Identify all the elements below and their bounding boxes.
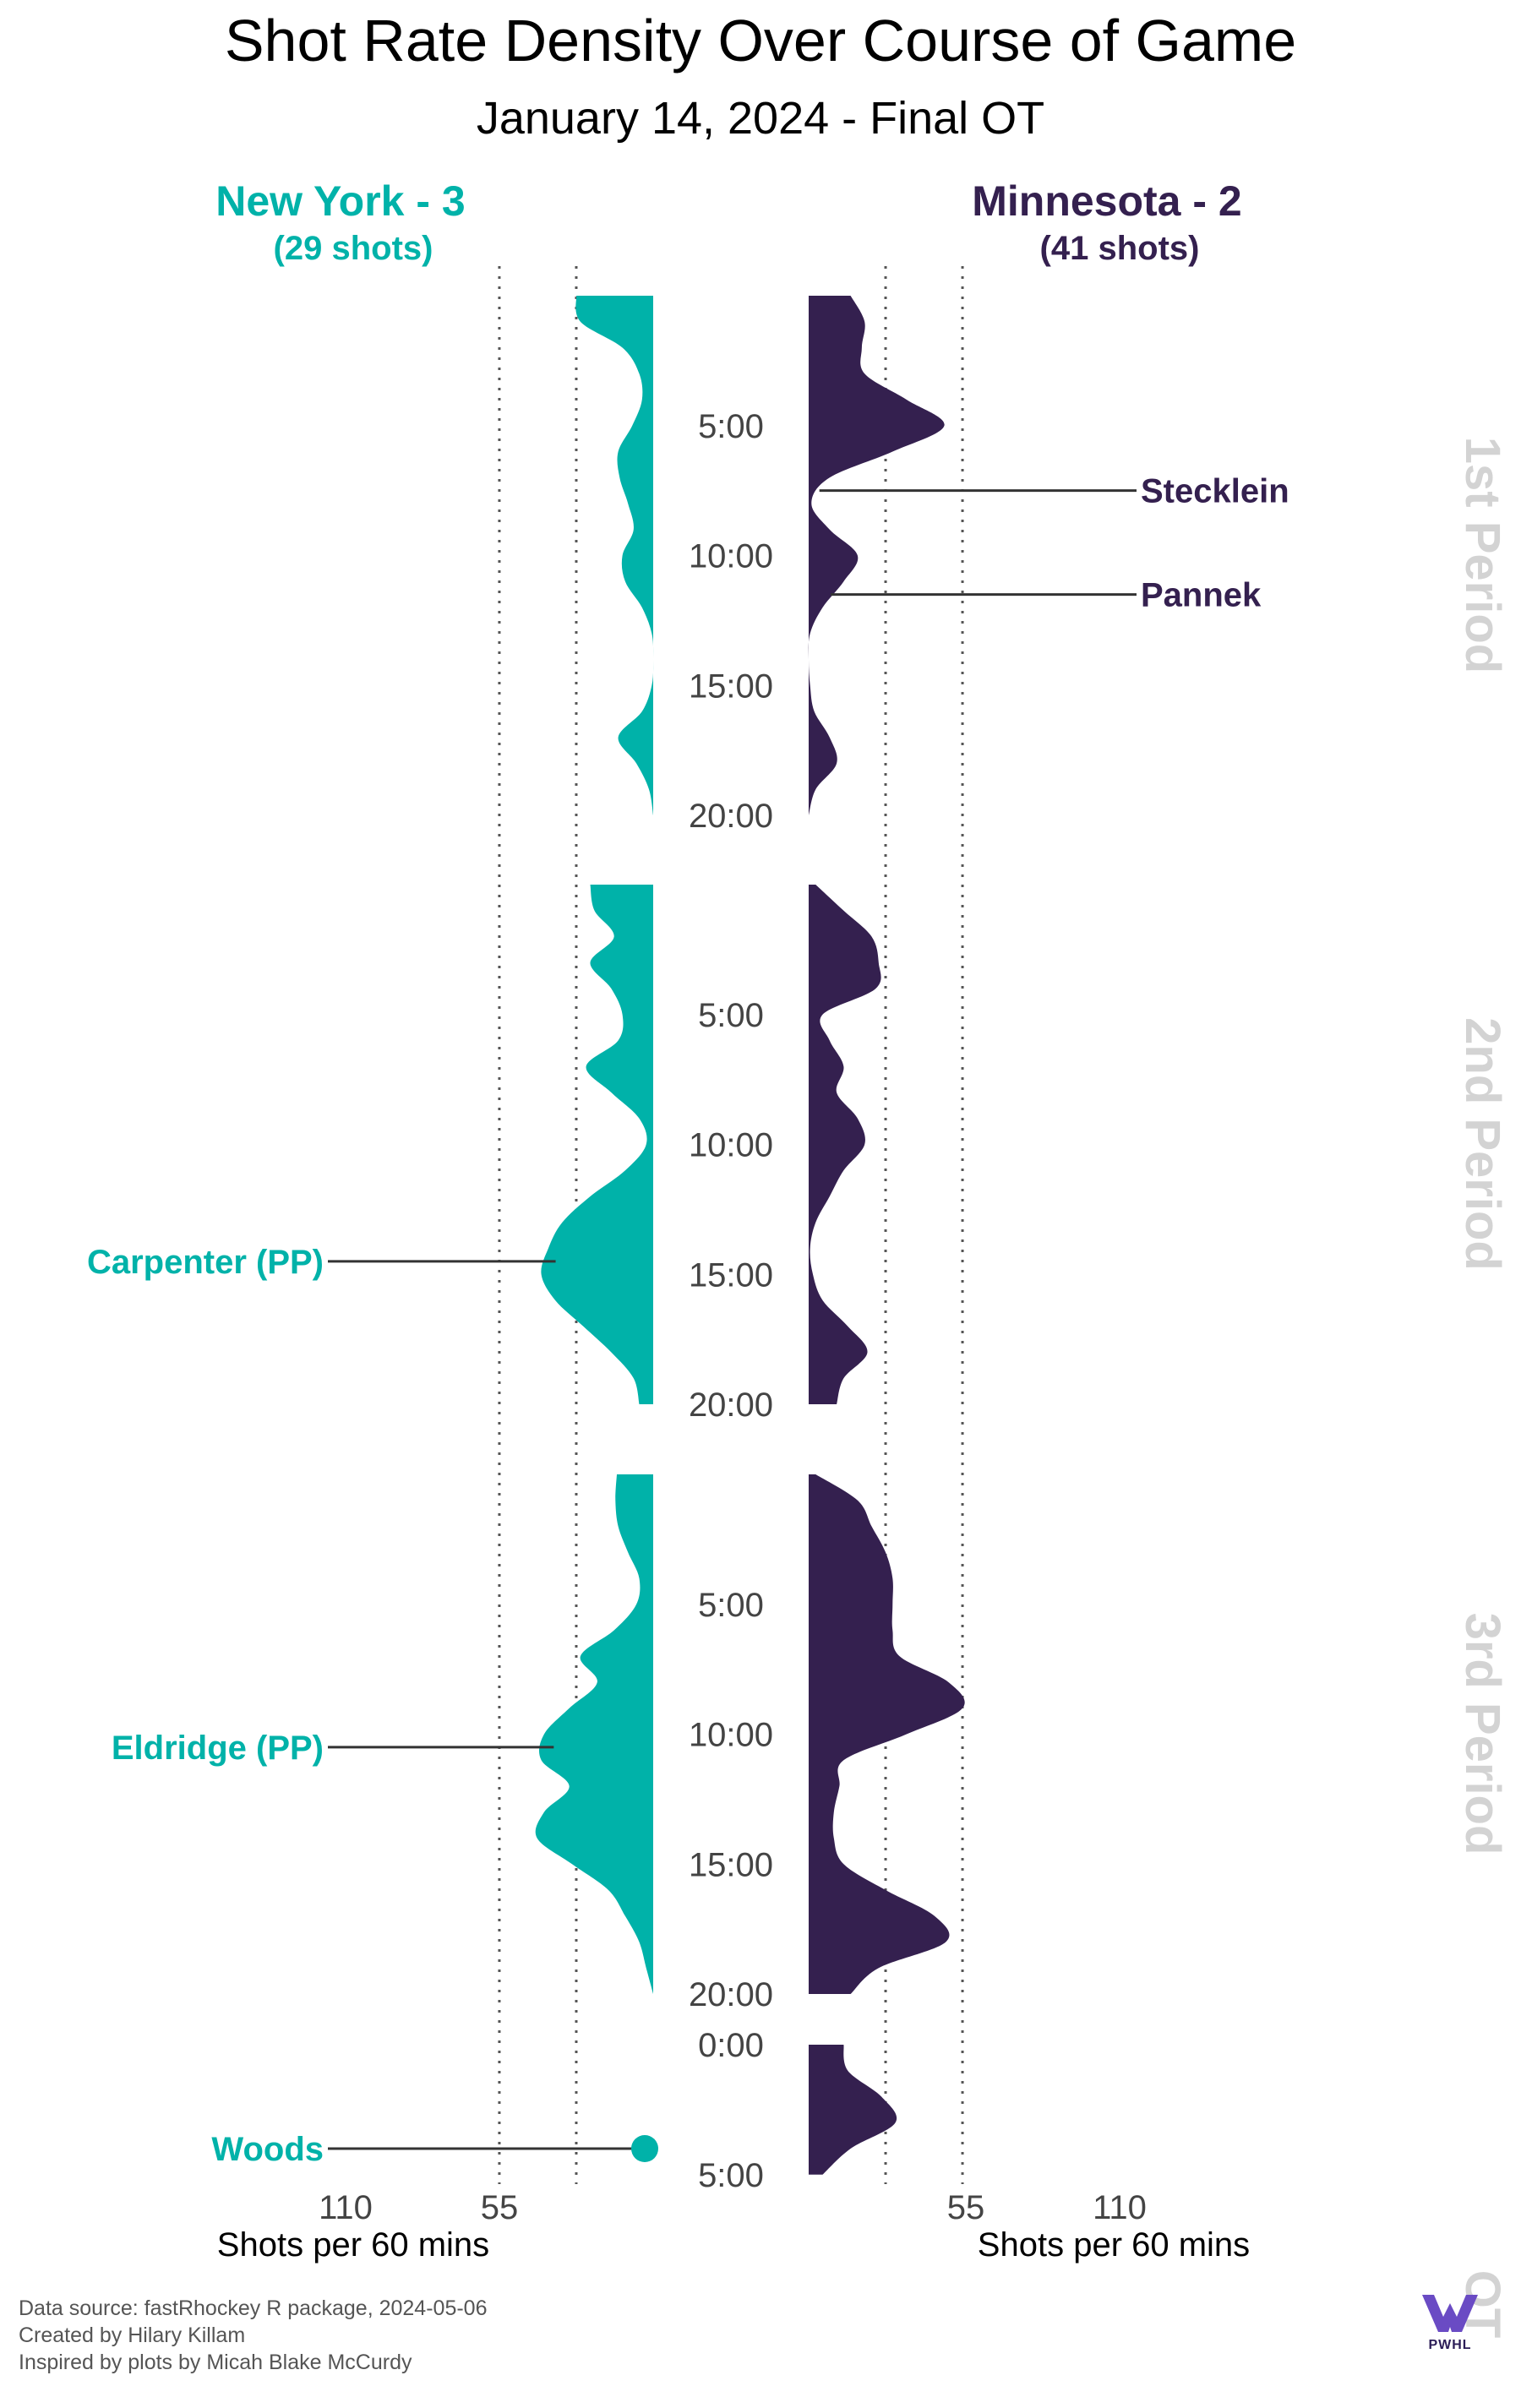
period-label-3rd-period: 3rd Period [1455, 1613, 1510, 1855]
goal-annotations: Stecklein Pannek Carpenter (PP) Eldridge (P… [87, 473, 1289, 2168]
annotation-label-pannek: Pannek [1141, 577, 1262, 614]
chart-title: Shot Rate Density Over Course of Game [225, 8, 1296, 74]
period-label-1st-period: 1st Period [1455, 437, 1510, 673]
time-label-3rd-period-1: 10:00 [689, 1717, 773, 1754]
time-label-3rd-period-2: 15:00 [689, 1846, 773, 1883]
density-area-new-york-3-2nd-period [541, 885, 653, 1404]
left-axis-tick-55: 55 [481, 2189, 519, 2226]
annotation-label-stecklein: Stecklein [1141, 473, 1289, 510]
time-label-1st-period-1: 10:00 [689, 538, 773, 575]
pwhl-logo: PWHL [1422, 2295, 1478, 2352]
pwhl-logo-mark [1422, 2295, 1478, 2332]
right-axis-title: Shots per 60 mins [978, 2226, 1250, 2264]
time-label-2nd-period-3: 20:00 [689, 1387, 773, 1424]
annotation-label-woods: Woods [211, 2131, 324, 2168]
density-area-minnesota-2-1st-period [808, 296, 945, 815]
density-area-minnesota-2-ot [809, 2045, 897, 2175]
density-area-new-york-3-1st-period [575, 296, 654, 815]
density-areas [535, 296, 965, 2175]
credit-created-by: Created by Hilary Killam [19, 2324, 245, 2347]
credit-inspired-by: Inspired by plots by Micah Blake McCurdy [19, 2351, 412, 2374]
density-area-minnesota-2-3rd-period [809, 1474, 965, 1994]
time-label-3rd-period-3: 20:00 [689, 1976, 773, 2013]
time-label-2nd-period-0: 5:00 [698, 997, 764, 1034]
annotation-point-woods [631, 2135, 658, 2162]
team-name-minnesota: Minnesota - 2 [972, 177, 1241, 225]
time-labels: 5:00 10:00 15:00 20:00 1st Period 5:00 10:00 15… [689, 408, 1510, 2339]
left-axis-tick-110: 110 [319, 2189, 373, 2226]
time-label-1st-period-3: 20:00 [689, 798, 773, 835]
chart-subtitle: January 14, 2024 - Final OT [477, 93, 1044, 144]
right-axis-tick-110: 110 [1093, 2189, 1147, 2226]
time-label-3rd-period-0: 5:00 [698, 1587, 764, 1624]
time-label-1st-period-2: 15:00 [689, 667, 773, 705]
annotation-label-carpenter-pp: Carpenter (PP) [87, 1244, 324, 1281]
time-label-ot-0: 0:00 [698, 2027, 764, 2064]
credit-data-source: Data source: fastRhockey R package, 2024… [19, 2296, 487, 2320]
time-label-1st-period-0: 5:00 [698, 408, 764, 445]
time-label-2nd-period-2: 15:00 [689, 1256, 773, 1294]
time-label-ot-1: 5:00 [698, 2157, 764, 2194]
density-area-new-york-3-3rd-period [535, 1474, 653, 1994]
team-name-new-york: New York - 3 [215, 177, 465, 225]
right-axis-tick-55: 55 [947, 2189, 985, 2226]
pwhl-logo-text: PWHL [1428, 2338, 1471, 2352]
time-label-2nd-period-1: 10:00 [689, 1127, 773, 1164]
density-area-minnesota-2-2nd-period [809, 885, 881, 1404]
left-axis-title: Shots per 60 mins [217, 2226, 489, 2264]
annotation-label-eldridge-pp: Eldridge (PP) [112, 1730, 324, 1767]
team-shots-minnesota: (41 shots) [1040, 230, 1200, 267]
period-label-2nd-period: 2nd Period [1455, 1017, 1510, 1271]
team-shots-new-york: (29 shots) [274, 230, 433, 267]
